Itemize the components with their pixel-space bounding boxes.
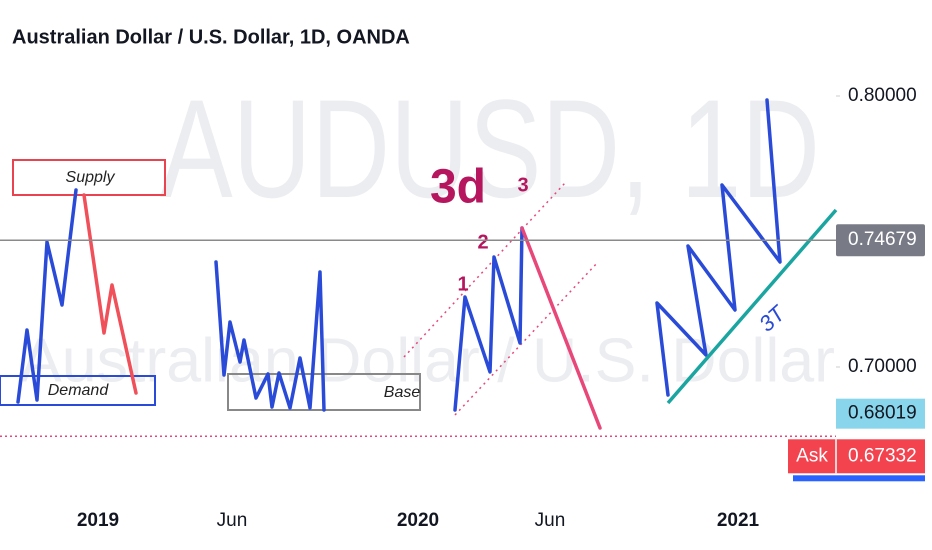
watermark-symbol: AUDUSD, 1D [160, 70, 820, 227]
supply-box [12, 159, 166, 196]
chart-title: Australian Dollar / U.S. Dollar, 1D, OAN… [12, 26, 410, 48]
channel-line [454, 261, 599, 416]
x-tick-label: Jun [535, 510, 566, 531]
price-tag-label: 0.74679 [848, 229, 917, 250]
drawing [214, 260, 326, 412]
pattern-label: 3d [430, 161, 486, 214]
drawing [82, 193, 138, 395]
price-tag [836, 224, 925, 257]
x-tick-label: 2019 [77, 510, 119, 531]
supply-label: Supply [66, 169, 116, 186]
x-tick-label: Jun [217, 510, 248, 531]
bid-tag [793, 475, 925, 482]
wave-label: 3 [517, 174, 528, 196]
level-tag-label: 0.68019 [848, 403, 917, 424]
demand-box [0, 375, 156, 406]
y-tick-label: 0.80000 [848, 85, 917, 106]
ask-label: 0.67332 [848, 445, 917, 466]
ask-name: Ask [796, 445, 828, 466]
level-tag [836, 398, 925, 429]
trend-line [666, 208, 838, 405]
y-tick-label: 0.70000 [848, 356, 917, 377]
ask-tag [788, 439, 925, 474]
drawing [520, 226, 602, 430]
demand-label: Demand [48, 382, 110, 399]
drawing [453, 226, 524, 412]
base-label: Base [384, 384, 421, 401]
x-tick-label: 2021 [717, 510, 760, 531]
drawing [16, 188, 78, 404]
drawing [655, 98, 782, 397]
wave-label: 2 [477, 231, 488, 253]
wave-label: 1 [457, 273, 468, 295]
watermark-name: Australian Dollar / U.S. Dollar [20, 326, 835, 395]
x-tick-label: 2020 [397, 510, 439, 531]
